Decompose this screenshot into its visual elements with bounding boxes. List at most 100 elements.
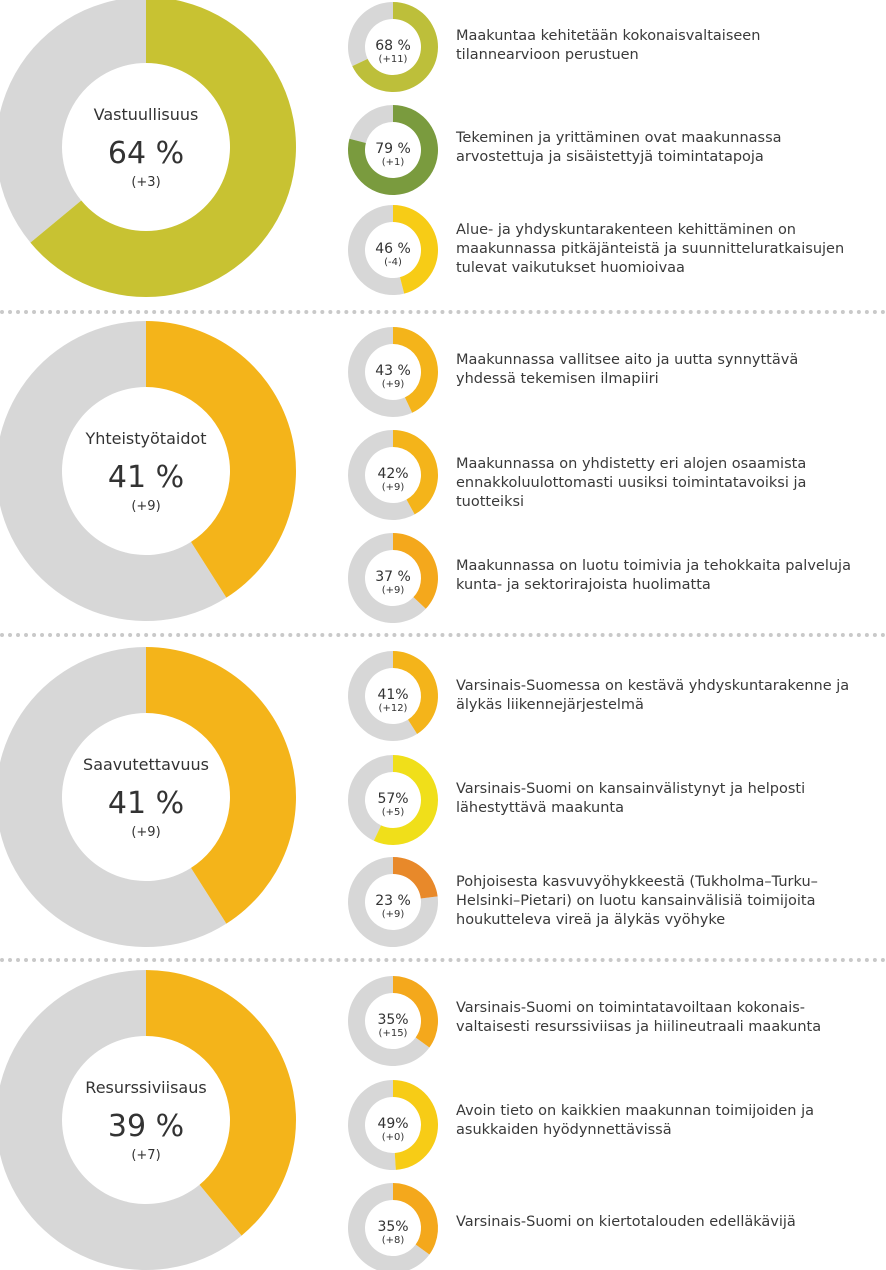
category-2-donut: [0, 321, 296, 621]
item-change: (+5): [382, 807, 405, 818]
category-2-value-arc: [146, 321, 296, 598]
item-4-2-donut: [348, 1080, 439, 1170]
item-3-1-remainder-arc: [348, 651, 418, 741]
section-divider: [0, 958, 886, 962]
item-1-2-remainder-arc: [349, 105, 393, 144]
item-description: Varsinais-Suomi on toimintatavoiltaan ko…: [456, 1000, 822, 1035]
category-change: (+3): [131, 175, 160, 190]
item-percentage: 46 %: [375, 241, 411, 257]
item-1-1-remainder-arc: [348, 2, 393, 67]
item-description: Varsinais-Suomessa on kestävä yhdyskunta…: [456, 678, 850, 713]
item-change: (+9): [382, 482, 405, 493]
item-4-2-value-arc: [393, 1080, 439, 1170]
category-4-value-arc: [146, 970, 297, 1236]
category-2-remainder-arc: [0, 321, 227, 621]
item-2-1-value-arc: [393, 327, 439, 413]
item-change: (+12): [379, 703, 408, 714]
item-2-1-remainder-arc: [348, 327, 413, 418]
item-2-3-donut: [348, 533, 439, 623]
item-change: (+9): [382, 909, 405, 920]
item-3-3-donut: [348, 857, 438, 947]
item-description: Varsinais-Suomi on kansainvälistynyt ja …: [456, 781, 806, 816]
item-4-1-value-arc: [393, 976, 439, 1048]
category-title: Yhteistyötaidot: [84, 429, 206, 448]
category-change: (+9): [131, 499, 160, 514]
item-percentage: 42%: [377, 466, 408, 482]
item-description: Maakunnassa on yhdistetty eri alojen osa…: [456, 456, 807, 510]
item-description: Maakunnassa on luotu toimivia ja tehokka…: [456, 558, 851, 593]
item-description: Maakuntaa kehitetään kokonaisvaltaiseen …: [456, 28, 761, 63]
item-4-3-value-arc: [393, 1183, 439, 1255]
item-4-1-donut: [348, 975, 439, 1066]
item-percentage: 49%: [377, 1116, 408, 1132]
category-3-donut: [0, 647, 296, 947]
category-change: (+7): [131, 1148, 160, 1163]
item-percentage: 57%: [377, 791, 408, 807]
category-1-remainder-arc: [0, 0, 146, 243]
item-2-3-remainder-arc: [348, 533, 426, 623]
item-change: (+9): [382, 585, 405, 596]
category-title: Vastuullisuus: [94, 105, 199, 124]
item-3-2-donut: [347, 755, 438, 845]
item-3-2-remainder-arc: [347, 755, 393, 841]
category-change: (+9): [131, 825, 160, 840]
category-4-remainder-arc: [0, 970, 242, 1270]
item-1-2-donut: [348, 105, 439, 196]
item-percentage: 35%: [377, 1219, 408, 1235]
item-description: Tekeminen ja yrittäminen ovat maakunnass…: [456, 130, 782, 165]
item-description: Pohjoisesta kasvuvyöhykkeestä (Tukholma–…: [456, 874, 818, 928]
item-change: (+9): [382, 379, 405, 390]
item-4-3-remainder-arc: [348, 1183, 430, 1270]
category-1-donut: [0, 0, 296, 297]
item-description: Varsinais-Suomi on kiertotalouden edellä…: [456, 1214, 796, 1230]
item-description: Alue- ja yhdyskuntarakenteen kehittämine…: [456, 222, 845, 276]
category-percentage: 39 %: [108, 1109, 184, 1144]
category-1-value-arc: [30, 0, 296, 297]
category-title: Saavutettavuus: [83, 755, 209, 774]
item-2-3-value-arc: [393, 533, 439, 609]
category-percentage: 64 %: [108, 136, 184, 171]
item-percentage: 37 %: [375, 569, 411, 585]
category-4-donut: [0, 970, 297, 1270]
item-description: Maakunnassa vallitsee aito ja uutta synn…: [456, 352, 799, 387]
item-1-3-remainder-arc: [348, 205, 405, 295]
item-percentage: 41%: [377, 687, 408, 703]
item-2-2-value-arc: [393, 430, 439, 515]
item-3-2-value-arc: [373, 755, 438, 845]
category-title: Resurssiviisaus: [85, 1078, 206, 1097]
item-percentage: 68 %: [375, 38, 411, 54]
item-3-1-donut: [348, 651, 439, 741]
item-3-1-value-arc: [393, 651, 439, 734]
category-3-value-arc: [146, 647, 296, 924]
category-percentage: 41 %: [108, 786, 184, 821]
item-description: Avoin tieto on kaikkien maakunnan toimij…: [456, 1103, 815, 1138]
item-3-3-value-arc: [393, 857, 438, 899]
item-change: (-4): [384, 257, 402, 268]
item-2-1-donut: [348, 327, 439, 418]
section-divider: [0, 310, 886, 314]
item-change: (+0): [382, 1132, 405, 1143]
item-1-3-value-arc: [393, 205, 439, 294]
item-3-3-remainder-arc: [348, 857, 438, 947]
item-1-2-value-arc: [348, 105, 439, 196]
category-percentage: 41 %: [108, 460, 184, 495]
item-4-3-donut: [348, 1183, 439, 1270]
item-percentage: 23 %: [375, 893, 411, 909]
item-2-2-remainder-arc: [348, 430, 415, 520]
item-1-1-value-arc: [352, 2, 438, 92]
item-4-1-remainder-arc: [348, 975, 430, 1066]
item-change: (+11): [379, 54, 408, 65]
category-3-remainder-arc: [0, 647, 227, 947]
item-change: (+8): [382, 1235, 405, 1246]
item-1-3-donut: [348, 205, 439, 295]
item-percentage: 43 %: [375, 363, 411, 379]
item-change: (+1): [382, 157, 405, 168]
section-divider: [0, 633, 886, 637]
item-percentage: 79 %: [375, 141, 411, 157]
item-change: (+15): [379, 1028, 408, 1039]
item-1-1-donut: [348, 2, 438, 92]
item-percentage: 35%: [377, 1012, 408, 1028]
item-2-2-donut: [348, 430, 439, 520]
